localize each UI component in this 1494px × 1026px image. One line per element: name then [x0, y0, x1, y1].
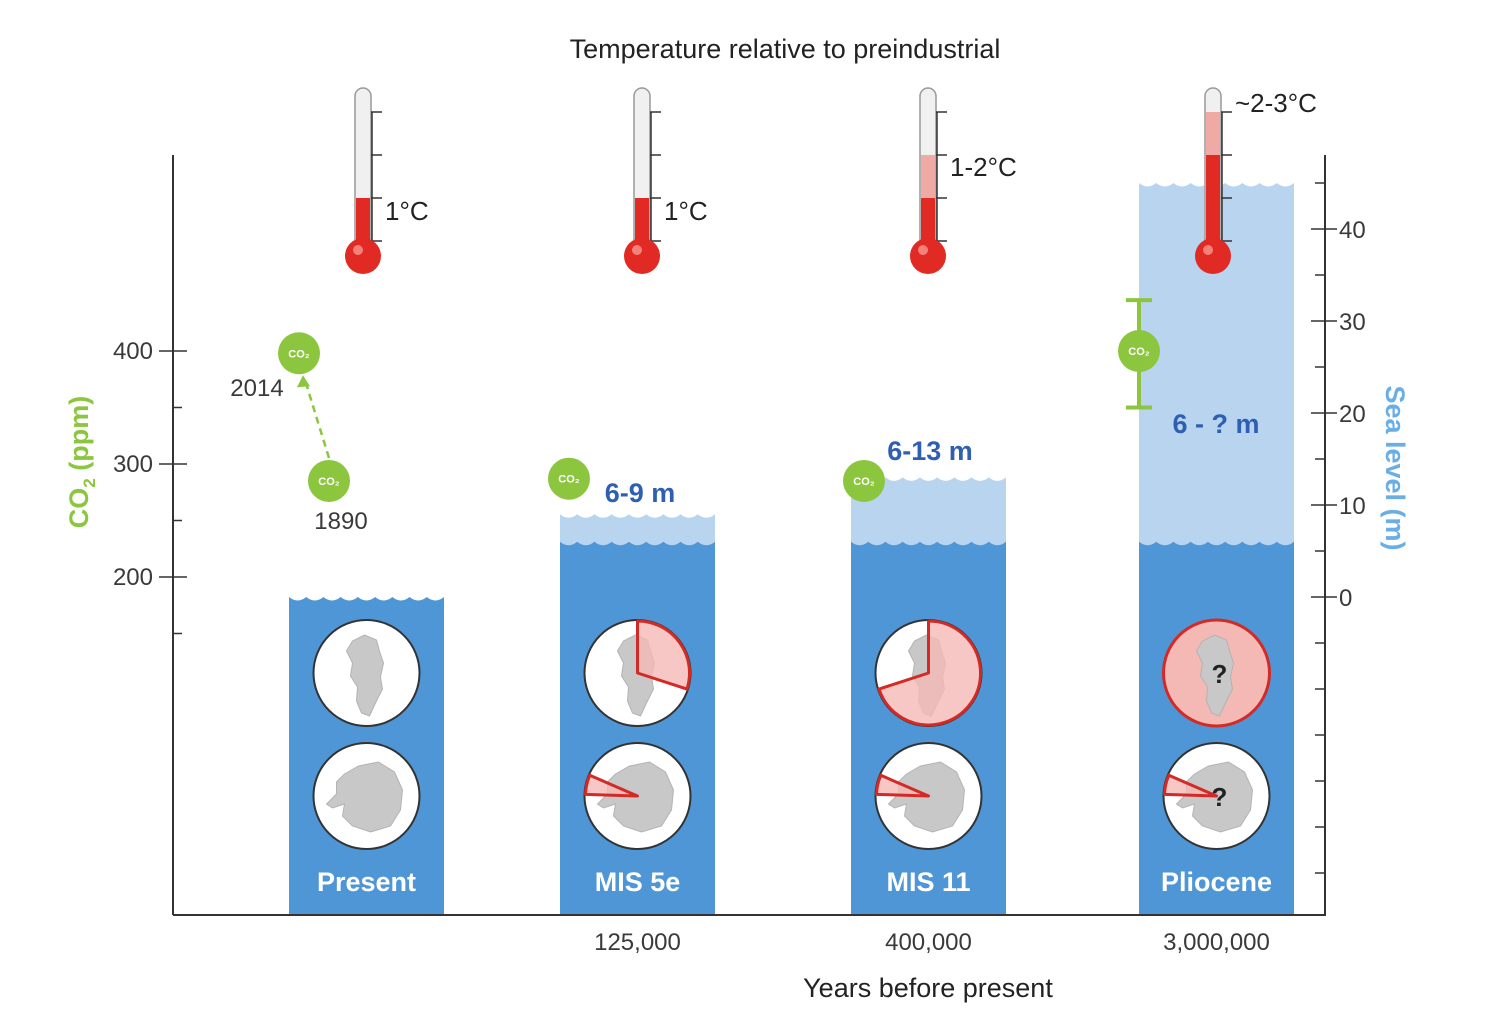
bar-0: Present	[289, 597, 444, 915]
co2-marker-group-0: CO₂ CO₂ 1890 2014	[230, 332, 368, 535]
co2-tick-label: 400	[113, 338, 153, 365]
chart-title: Temperature relative to preindustrial	[570, 34, 1001, 64]
thermometer-1: 1°C	[624, 87, 708, 274]
co2-year-label: 2014	[230, 375, 283, 402]
bar-3: ?? Pliocene 6 - ? m	[1139, 183, 1294, 915]
thermometer-bulb-highlight	[632, 245, 642, 255]
sea-level-min-bar	[1139, 541, 1294, 915]
co2-tick-label: 300	[113, 451, 153, 478]
thermometer-2: 1-2°C	[910, 87, 1017, 274]
co2-icon	[278, 332, 320, 375]
antarctica-shape	[325, 761, 404, 833]
sea-level-min-bar	[560, 541, 715, 915]
thermometer-range-fill	[921, 155, 935, 198]
x-tick-label: 3,000,000	[1163, 929, 1270, 956]
co2-markers-layer: CO₂ CO₂ 1890 2014 CO₂ CO₂ CO₂	[230, 298, 1160, 535]
antarctica-loss-sector	[1163, 773, 1218, 798]
thermometer-bulb	[624, 238, 660, 274]
y-axis-left-title-rest: (ppm)	[64, 396, 94, 478]
temperature-label: ~2-3°C	[1235, 88, 1317, 118]
sea-level-tick-label: 20	[1339, 401, 1366, 428]
co2-icon-label: CO₂	[1128, 346, 1150, 358]
co2-icon-label: CO₂	[288, 348, 310, 360]
co2-icon	[308, 459, 350, 502]
greenland-shape	[1195, 634, 1235, 717]
sea-level-label: 6-9 m	[605, 478, 676, 508]
antarctica-loss-sector	[875, 773, 930, 798]
axes-layer: 200 300 400 0 10 20 30 40 125,000 400,000 3,000,00…	[113, 155, 1366, 956]
sea-level-label: 6-13 m	[887, 436, 973, 466]
thermometer-bulb	[345, 238, 381, 274]
co2-marker-group-1: CO₂	[548, 457, 590, 500]
antarctica-loss-sector	[584, 773, 639, 798]
bars-layer: Present MIS 5e 6-9 m MIS 11 6-13 m?? Pliocene…	[289, 183, 1294, 915]
antarctica-unknown-marker: ?	[1212, 782, 1228, 812]
x-tick-label: 400,000	[885, 929, 972, 956]
co2-marker-group-3: CO₂	[1118, 298, 1160, 410]
greenland-loss-sector	[636, 619, 691, 691]
temperature-label: 1-2°C	[950, 152, 1017, 182]
thermometer-bulb	[910, 238, 946, 274]
greenland-unknown-marker: ?	[1212, 659, 1228, 689]
thermometer-fill	[1206, 155, 1220, 252]
thermometer-bulb-highlight	[353, 245, 363, 255]
x-tick-label: 125,000	[594, 929, 681, 956]
bar-1: MIS 5e 6-9 m	[560, 478, 715, 915]
sea-level-tick-label: 0	[1339, 585, 1352, 612]
thermometer-bulb-highlight	[918, 245, 928, 255]
greenland-shape	[345, 634, 385, 717]
thermometers-layer: 1°C 1°C 1-2°C ~2-3°C	[345, 87, 1317, 274]
co2-icon-label: CO₂	[318, 476, 340, 488]
y-axis-left-title: CO2 (ppm)	[64, 396, 99, 528]
y-axis-right-title: Sea level (m)	[1380, 385, 1410, 550]
y-axis-left-title-main: CO	[64, 488, 94, 529]
y-axis-left-title-sub: 2	[80, 478, 99, 487]
thermometer-3: ~2-3°C	[1195, 87, 1317, 274]
thermometer-0: 1°C	[345, 87, 429, 274]
co2-year-label: 1890	[314, 508, 367, 535]
thermometer-bulb	[1195, 238, 1231, 274]
co2-trend-arrow	[304, 382, 331, 459]
greenland-loss-sector	[877, 619, 982, 727]
thermometer-bulb-highlight	[1203, 245, 1213, 255]
co2-tick-label: 200	[113, 564, 153, 591]
co2-icon-label: CO₂	[558, 474, 580, 486]
era-label: Pliocene	[1161, 867, 1272, 897]
co2-marker-group-2: CO₂	[843, 459, 885, 502]
co2-icon	[548, 457, 590, 500]
sea-level-min-bar	[851, 541, 1006, 915]
co2-trend-arrowhead	[297, 375, 310, 388]
era-label: MIS 11	[886, 867, 970, 897]
sea-level-label: 6 - ? m	[1172, 409, 1259, 439]
sea-level-tick-label: 30	[1339, 309, 1366, 336]
sea-level-tick-label: 40	[1339, 217, 1366, 244]
co2-icon	[1118, 330, 1160, 372]
thermometer-range-fill	[1206, 112, 1220, 155]
co2-icon	[843, 459, 885, 502]
x-axis-title: Years before present	[803, 973, 1053, 1003]
co2-icon-label: CO₂	[853, 476, 875, 488]
era-label: MIS 5e	[595, 867, 681, 897]
era-label: Present	[317, 867, 416, 897]
temperature-label: 1°C	[385, 196, 429, 226]
bar-2: MIS 11 6-13 m	[851, 436, 1006, 915]
sea-level-tick-label: 10	[1339, 493, 1366, 520]
temperature-label: 1°C	[664, 196, 708, 226]
